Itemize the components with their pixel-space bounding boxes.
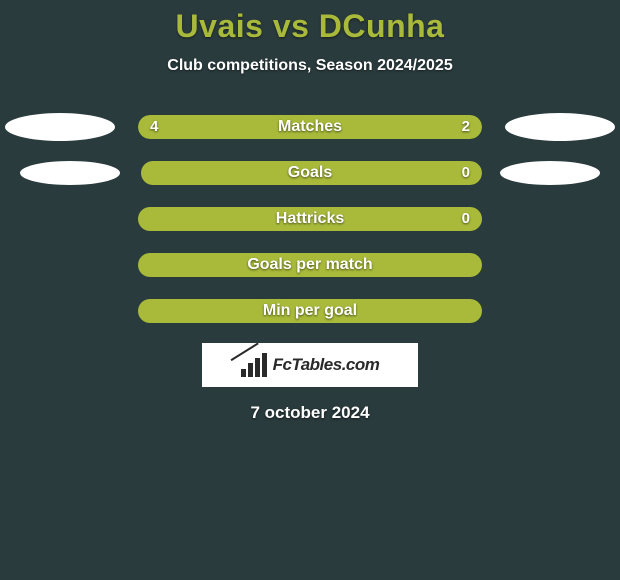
- stat-row: Min per goal: [0, 299, 620, 323]
- stat-label: Min per goal: [263, 299, 357, 323]
- stat-right-value: 0: [462, 207, 470, 231]
- bar-right-half: [310, 161, 482, 185]
- stat-row: Goals 0: [0, 161, 620, 185]
- stat-row: Goals per match: [0, 253, 620, 277]
- stat-bar: Goals per match: [138, 253, 482, 277]
- bar-left-fill: [141, 161, 310, 185]
- team1-marker-icon: [5, 113, 115, 141]
- stat-label: Hattricks: [276, 207, 344, 231]
- team2-marker-icon: [505, 113, 615, 141]
- stat-bar: Goals 0: [138, 161, 482, 185]
- stat-bar: Min per goal: [138, 299, 482, 323]
- fctables-logo[interactable]: FcTables.com: [202, 343, 418, 387]
- stat-bar: 4 Matches 2: [138, 115, 482, 139]
- stat-right-value: 0: [462, 161, 470, 185]
- stat-bar: Hattricks 0: [138, 207, 482, 231]
- stat-row: Hattricks 0: [0, 207, 620, 231]
- team1-marker-icon: [20, 161, 120, 185]
- stat-row: 4 Matches 2: [0, 115, 620, 139]
- subtitle: Club competitions, Season 2024/2025: [0, 57, 620, 75]
- stat-left-value: 4: [150, 115, 158, 139]
- stat-label: Matches: [278, 115, 342, 139]
- date-label: 7 october 2024: [0, 403, 620, 423]
- page-title: Uvais vs DCunha: [0, 8, 620, 45]
- comparison-card: Uvais vs DCunha Club competitions, Seaso…: [0, 0, 620, 423]
- stat-label: Goals per match: [247, 253, 372, 277]
- stat-label: Goals: [288, 161, 332, 185]
- stat-right-value: 2: [462, 115, 470, 139]
- logo-chart-icon: [241, 353, 269, 377]
- stats-bars: 4 Matches 2 Goals 0 Hattricks 0: [0, 115, 620, 323]
- logo-text: FcTables.com: [273, 355, 380, 375]
- team2-marker-icon: [500, 161, 600, 185]
